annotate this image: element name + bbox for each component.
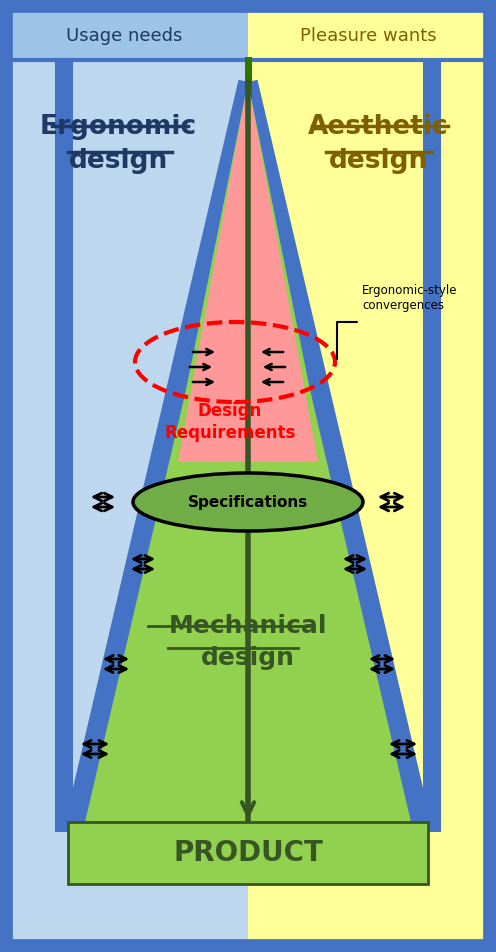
Text: Mechanical
design: Mechanical design: [169, 614, 327, 670]
Bar: [8, 8, 248, 944]
Text: Design
Requirements: Design Requirements: [164, 402, 296, 442]
Text: Specifications: Specifications: [188, 494, 308, 509]
Polygon shape: [75, 82, 421, 822]
Bar: [248, 8, 488, 60]
Bar: [8, 8, 248, 60]
Polygon shape: [99, 82, 397, 822]
Text: Aesthetic
design: Aesthetic design: [308, 114, 448, 173]
Bar: [423, 60, 441, 832]
Polygon shape: [178, 82, 318, 462]
Text: Ergonomic
design: Ergonomic design: [40, 114, 196, 173]
Bar: [248, 8, 488, 944]
Ellipse shape: [133, 473, 363, 531]
Bar: [55, 60, 73, 832]
Text: Pleasure wants: Pleasure wants: [300, 27, 436, 45]
Text: Usage needs: Usage needs: [66, 27, 182, 45]
Text: PRODUCT: PRODUCT: [173, 839, 323, 867]
Bar: [68, 822, 428, 884]
Text: Ergonomic-style
convergences: Ergonomic-style convergences: [362, 284, 457, 312]
